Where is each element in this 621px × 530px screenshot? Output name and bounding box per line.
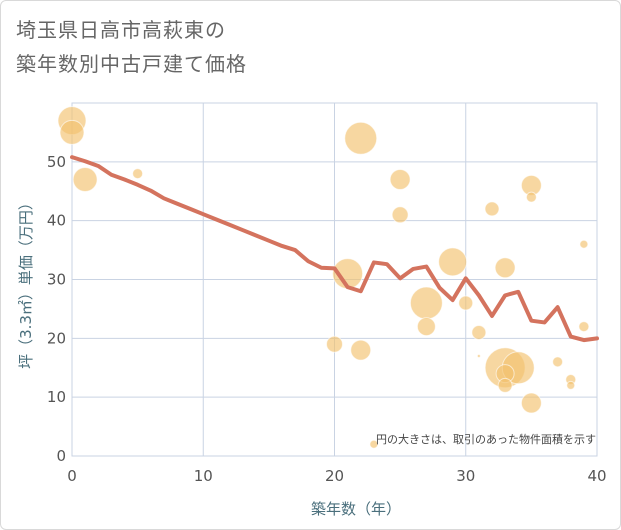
bubbles [57,106,590,449]
bubble [525,191,537,203]
bubble [476,353,481,358]
y-tick-label: 30 [47,271,66,289]
x-tick-label: 0 [67,467,77,485]
bubble [350,339,372,361]
bubble [59,119,85,145]
axis-ticks: 0 10 20 30 40 0 10 20 30 40 50 [47,153,607,485]
chart-title: 埼玉県日高市高萩東の 築年数別中古戸建て価格 [16,13,576,81]
x-tick-label: 30 [456,467,475,485]
average-line-layer [70,155,599,343]
y-tick-label: 40 [47,212,66,230]
y-axis-label: 坪（3.3㎡）単価（万円） [17,195,35,369]
grid [71,102,598,457]
bubble-size-note: 円の大きさは、取引のあった物件面積を示す [376,432,596,446]
y-tick-label: 10 [47,388,66,406]
bubble [552,356,564,368]
bubble [409,286,443,320]
chart-title-line1: 埼玉県日高市高萩東の [16,18,226,42]
bubble [497,377,513,393]
bubble [438,247,468,277]
bubble [132,168,144,180]
bubble [389,168,411,190]
x-tick-label: 20 [325,467,344,485]
bubble [72,166,98,192]
bubble [520,392,542,414]
chart-title-line2: 築年数別中古戸建て価格 [16,52,247,76]
x-axis-label: 築年数（年） [311,500,401,518]
bubble [494,257,516,279]
average-price-line [70,155,599,343]
bubble [578,321,590,333]
bubble [566,380,576,390]
bubble [458,295,474,311]
bubble [579,239,589,249]
bubble [416,317,436,337]
y-tick-label: 0 [56,447,66,465]
bubble [471,324,487,340]
bubble [344,121,378,155]
x-tick-label: 10 [194,467,213,485]
bubble [391,206,409,224]
bubble [369,439,379,449]
x-tick-label: 40 [587,467,606,485]
bubble [484,201,500,217]
y-tick-label: 20 [47,329,66,347]
y-tick-label: 50 [47,153,66,171]
bubble [326,335,343,353]
